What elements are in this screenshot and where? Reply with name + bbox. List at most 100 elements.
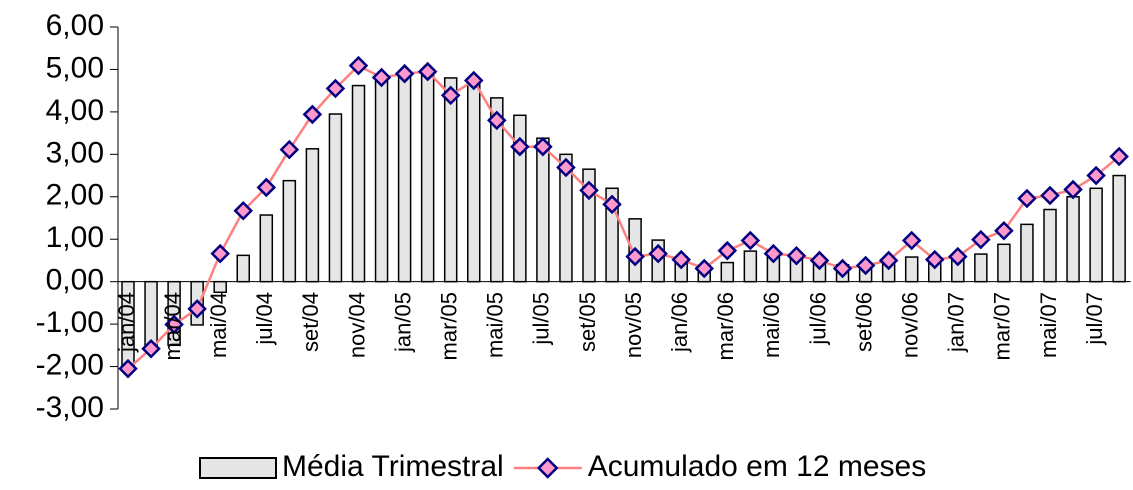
bar	[974, 253, 988, 283]
marker	[901, 230, 922, 251]
marker	[1063, 179, 1083, 200]
bar	[559, 153, 573, 283]
x-tick-label: mai/07	[1036, 292, 1061, 358]
bar	[328, 113, 343, 283]
legend-swatch	[199, 457, 277, 479]
bar	[513, 114, 527, 283]
x-tick-label: mar/05	[437, 292, 462, 360]
bar	[1020, 223, 1034, 283]
y-tick-label: 4,00	[46, 94, 104, 127]
x-tick-label: nov/06	[898, 292, 923, 358]
marker	[832, 258, 853, 279]
bar	[443, 77, 458, 283]
bar	[213, 280, 227, 294]
y-tick-label: -3,00	[36, 391, 104, 424]
bar	[1089, 187, 1103, 283]
x-tick-label: jan/07	[944, 292, 969, 353]
y-tick-label: 0,00	[46, 264, 104, 297]
x-tick-label: jan/05	[390, 292, 415, 353]
marker	[556, 157, 576, 178]
bar	[397, 75, 412, 283]
marker	[671, 249, 691, 270]
marker	[786, 246, 807, 266]
bar	[536, 137, 550, 283]
x-tick-label: mar/06	[713, 292, 738, 360]
marker	[878, 250, 899, 271]
bar	[467, 80, 481, 283]
marker	[256, 177, 277, 198]
bar	[582, 168, 596, 283]
y-tick-label: 6,00	[46, 9, 104, 42]
legend-label: Acumulado em 12 meses	[588, 450, 927, 483]
marker	[1017, 188, 1037, 209]
x-tick-label: set/06	[851, 292, 876, 352]
bar	[351, 84, 366, 283]
marker	[994, 220, 1014, 241]
marker	[325, 78, 346, 99]
bar	[1066, 196, 1080, 283]
x-tick-label: nov/05	[621, 292, 646, 358]
bar	[259, 214, 274, 283]
marker	[971, 229, 991, 250]
bar	[282, 179, 297, 283]
bar	[997, 243, 1011, 283]
marker	[924, 249, 945, 270]
legend-label: Média Trimestral	[282, 450, 504, 483]
x-tick-label: jul/07	[1082, 292, 1107, 346]
x-tick-label: mai/06	[759, 292, 784, 358]
marker	[279, 139, 300, 160]
y-tick-label: -2,00	[36, 348, 104, 381]
marker	[579, 180, 599, 201]
marker	[855, 255, 876, 276]
marker	[763, 243, 784, 264]
x-tick-label: mar/07	[990, 292, 1015, 360]
marker	[417, 61, 438, 82]
x-tick-label: jul/06	[805, 292, 830, 346]
x-tick-label: set/05	[575, 292, 600, 352]
marker	[394, 63, 415, 84]
marker	[302, 104, 323, 125]
x-tick-label: jan/06	[667, 292, 692, 353]
bar	[236, 254, 250, 283]
bar	[1043, 208, 1057, 283]
x-tick-label: jan/04	[114, 292, 139, 353]
x-tick-label: nov/04	[344, 292, 369, 358]
marker	[717, 240, 738, 261]
bar	[490, 97, 504, 283]
y-tick-label: 1,00	[46, 221, 104, 254]
bar	[374, 79, 389, 283]
marker	[948, 246, 968, 267]
marker	[602, 194, 622, 215]
bar	[1112, 174, 1126, 283]
marker	[694, 258, 715, 279]
marker	[210, 243, 230, 264]
marker	[809, 250, 830, 271]
legend-marker	[536, 457, 559, 479]
marker	[740, 230, 761, 251]
y-tick-label: 5,00	[46, 51, 104, 84]
x-tick-label: set/04	[298, 292, 323, 352]
marker	[371, 67, 392, 88]
marker	[625, 246, 645, 267]
marker	[118, 358, 138, 379]
marker	[533, 136, 553, 157]
marker	[1109, 146, 1129, 167]
bar	[720, 261, 735, 283]
marker	[187, 299, 207, 319]
marker	[348, 55, 369, 76]
y-tick-label: 2,00	[46, 179, 104, 212]
marker	[440, 85, 461, 106]
marker	[141, 338, 161, 359]
marker	[648, 243, 668, 264]
x-tick-label: mar/04	[160, 292, 185, 360]
y-tick-label: -1,00	[36, 306, 104, 339]
x-tick-label: mai/04	[206, 292, 231, 358]
x-tick-label: jul/05	[529, 292, 554, 346]
y-tick-label: 3,00	[46, 136, 104, 169]
bar	[743, 250, 758, 283]
bar	[305, 148, 320, 283]
marker	[463, 70, 484, 91]
marker	[164, 314, 184, 335]
